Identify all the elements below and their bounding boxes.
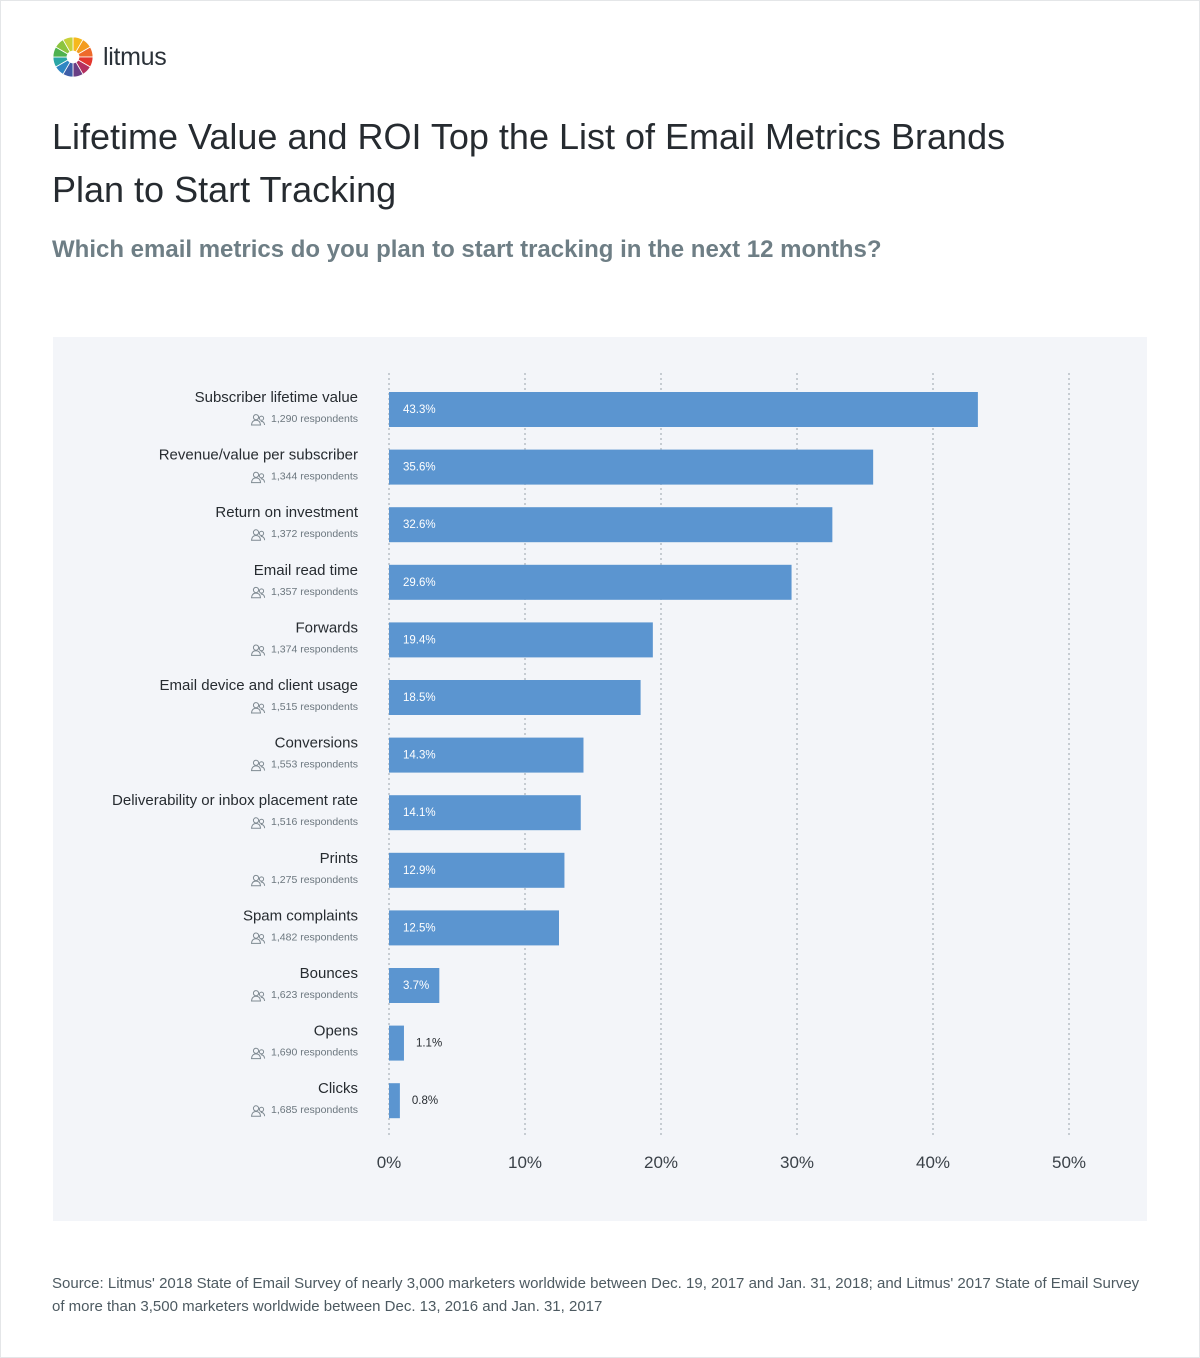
data-label: 0.8% <box>412 1095 438 1107</box>
people-icon <box>250 529 266 541</box>
respondents-label: 1,515 respondents <box>271 701 358 713</box>
bar-rows: Subscriber lifetime value 1,290 responden… <box>112 389 978 1119</box>
data-label: 43.3% <box>403 404 436 416</box>
data-label: 1.1% <box>416 1038 442 1050</box>
respondents-label: 1,275 respondents <box>271 874 358 886</box>
category-label: Revenue/value per subscriber <box>159 447 358 464</box>
data-label: 18.5% <box>403 692 436 704</box>
category-label: Email read time <box>254 562 358 579</box>
bar <box>389 564 792 600</box>
logo-segment <box>62 36 74 53</box>
respondents-label: 1,290 respondents <box>271 413 358 425</box>
bar <box>389 680 641 715</box>
respondents-label: 1,357 respondents <box>271 586 358 598</box>
data-label: 14.1% <box>403 807 436 819</box>
bar <box>389 1025 404 1061</box>
bar-row: Spam complaints 1,482 respondents 12.5% <box>243 907 559 946</box>
bar <box>389 622 653 658</box>
bar <box>389 449 874 485</box>
data-label: 12.9% <box>403 865 436 877</box>
source-note: Source: Litmus' 2018 State of Email Surv… <box>52 1275 1140 1315</box>
bar-row: Deliverability or inbox placement rate 1,… <box>112 792 581 831</box>
category-label: Subscriber lifetime value <box>195 389 358 406</box>
page-title: Lifetime Value and ROI Top the List of E… <box>52 116 1006 210</box>
bar <box>389 1083 400 1119</box>
data-label: 14.3% <box>403 750 436 762</box>
category-label: Return on investment <box>215 504 358 521</box>
data-label: 19.4% <box>403 634 436 646</box>
data-label: 3.7% <box>403 980 429 992</box>
category-label: Clicks <box>318 1080 358 1097</box>
bar <box>389 910 559 946</box>
respondents-label: 1,623 respondents <box>271 989 358 1001</box>
respondents-label: 1,516 respondents <box>271 816 358 828</box>
bar-chart: 0% 10% 20% 30% 40% 50% Subscriber lifetime val… <box>112 373 1086 1172</box>
category-label: Opens <box>314 1023 358 1040</box>
people-icon <box>250 1105 266 1117</box>
x-tick-label: 40% <box>916 1153 950 1172</box>
x-tick-label: 0% <box>377 1153 402 1172</box>
respondents-label: 1,553 respondents <box>271 759 358 771</box>
bar <box>389 507 833 543</box>
category-label: Spam complaints <box>243 907 358 924</box>
people-icon <box>250 702 266 714</box>
bar-row: Return on investment 1,372 respondents 32.… <box>215 504 833 543</box>
category-label: Forwards <box>295 619 358 636</box>
bar <box>389 852 565 888</box>
category-label: Email device and client usage <box>160 677 358 694</box>
bar-row: Forwards 1,374 respondents 19.4% <box>250 619 653 658</box>
data-label: 32.6% <box>403 519 436 531</box>
x-tick-label: 50% <box>1052 1153 1086 1172</box>
bar-row: Opens 1,690 respondents 1.1% <box>250 1023 442 1061</box>
litmus-logo: litmus <box>52 36 167 78</box>
category-label: Prints <box>320 850 358 867</box>
bar <box>389 795 581 831</box>
bar-row: Clicks 1,685 respondents 0.8% <box>250 1080 438 1119</box>
people-icon <box>250 644 266 656</box>
respondents-label: 1,482 respondents <box>271 931 358 943</box>
bar-row: Email device and client usage 1,515 respo… <box>160 677 641 715</box>
bar-row: Revenue/value per subscriber 1,344 respon… <box>159 447 874 485</box>
respondents-label: 1,372 respondents <box>271 528 358 540</box>
respondents-label: 1,685 respondents <box>271 1104 358 1116</box>
brand-name: litmus <box>103 42 167 71</box>
people-icon <box>250 932 266 944</box>
x-tick-label: 10% <box>508 1153 542 1172</box>
bar-row: Conversions 1,553 respondents 14.3% <box>250 735 584 773</box>
data-label: 35.6% <box>403 462 436 474</box>
bar <box>389 392 978 427</box>
chart-question: Which email metrics do you plan to start… <box>52 236 882 263</box>
people-icon <box>250 586 266 599</box>
data-label: 29.6% <box>403 577 436 589</box>
data-label: 12.5% <box>403 922 436 934</box>
chart-panel: 0% 10% 20% 30% 40% 50% Subscriber lifetime val… <box>53 337 1147 1221</box>
people-icon <box>250 990 266 1002</box>
bar <box>389 968 440 1003</box>
respondents-label: 1,690 respondents <box>271 1047 358 1059</box>
bar <box>389 737 584 773</box>
category-label: Conversions <box>275 735 358 752</box>
people-icon <box>250 414 266 426</box>
x-tick-label: 20% <box>644 1153 678 1172</box>
people-icon <box>250 471 266 484</box>
bar-row: Subscriber lifetime value 1,290 responden… <box>195 389 978 427</box>
category-label: Deliverability or inbox placement rate <box>112 792 358 809</box>
category-label: Bounces <box>300 965 358 982</box>
bar-row: Email read time 1,357 respondents 29.6% <box>250 562 792 600</box>
bar-row: Bounces 1,623 respondents 3.7% <box>250 965 440 1003</box>
people-icon <box>250 817 266 829</box>
people-icon <box>250 759 266 772</box>
litmus-pinwheel-icon <box>52 36 94 78</box>
x-tick-label: 30% <box>780 1153 814 1172</box>
people-icon <box>250 874 266 887</box>
people-icon <box>250 1047 266 1060</box>
respondents-label: 1,344 respondents <box>271 471 358 483</box>
x-axis: 0% 10% 20% 30% 40% 50% <box>377 1153 1086 1172</box>
bar-row: Prints 1,275 respondents 12.9% <box>250 850 565 888</box>
respondents-label: 1,374 respondents <box>271 643 358 655</box>
